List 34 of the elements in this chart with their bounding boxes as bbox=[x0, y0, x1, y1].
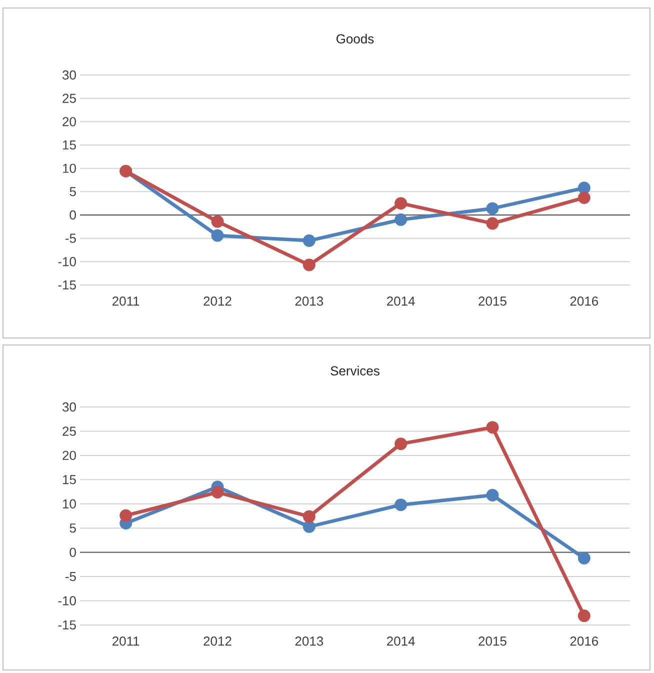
x-tick-label: 2011 bbox=[112, 296, 140, 306]
y-tick-label: 30 bbox=[62, 402, 76, 412]
x-tick-label: 2014 bbox=[387, 296, 415, 306]
x-tick-label: 2013 bbox=[295, 296, 324, 306]
y-tick-label: 30 bbox=[62, 70, 76, 80]
x-tick-label: 2015 bbox=[478, 296, 506, 306]
y-tick-label: 20 bbox=[62, 117, 76, 126]
y-tick-label: -5 bbox=[65, 572, 76, 582]
x-tick-label: 2012 bbox=[204, 636, 232, 646]
y-tick-label: 15 bbox=[62, 475, 76, 484]
y-tick-label: -15 bbox=[58, 280, 76, 290]
x-tick-label: 2016 bbox=[570, 636, 598, 646]
y-tick-label: -15 bbox=[58, 620, 76, 630]
y-tick-label: 25 bbox=[62, 426, 76, 436]
x-tick-label: 2016 bbox=[570, 296, 598, 306]
y-tick-label: -10 bbox=[58, 257, 76, 266]
y-tick-label: 5 bbox=[70, 187, 76, 196]
y-tick-label: 0 bbox=[70, 548, 76, 557]
y-tick-label: 5 bbox=[70, 524, 76, 533]
x-tick-label: 2011 bbox=[112, 636, 140, 646]
y-tick-label: 10 bbox=[62, 499, 76, 508]
y-tick-label: 20 bbox=[62, 450, 76, 460]
y-tick-label: 10 bbox=[62, 164, 76, 173]
y-tick-label: 0 bbox=[70, 210, 76, 220]
x-tick-label: 2012 bbox=[204, 296, 232, 306]
chart-title: Goods bbox=[336, 34, 374, 44]
x-tick-label: 2015 bbox=[478, 636, 506, 646]
chart-title: Services bbox=[330, 366, 380, 376]
y-tick-label: -5 bbox=[65, 234, 76, 243]
y-tick-label: -10 bbox=[58, 596, 76, 606]
x-tick-label: 2013 bbox=[295, 636, 324, 646]
x-tick-label: 2014 bbox=[387, 636, 415, 646]
y-tick-label: 15 bbox=[62, 140, 76, 150]
y-tick-label: 25 bbox=[62, 94, 76, 103]
